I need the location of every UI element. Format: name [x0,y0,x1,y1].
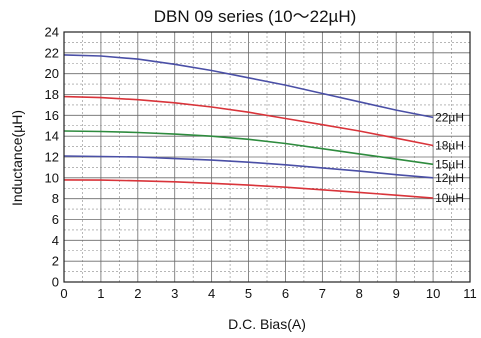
y-tick-label: 0 [52,275,59,290]
x-tick-label: 5 [245,286,252,301]
x-tick-label: 1 [97,286,104,301]
series-line [63,179,434,199]
x-axis-ticks: 0 1 2 3 4 5 6 7 8 9 10 11 [60,286,476,301]
series-line [63,130,434,166]
x-tick-label: 0 [60,286,67,301]
series-line [63,95,434,147]
series-label: 10µH [435,191,464,205]
x-tick-label: 3 [171,286,178,301]
x-tick-label: 2 [134,286,141,301]
y-tick-label: 2 [52,254,59,269]
x-tick-label: 9 [393,286,400,301]
x-tick-label: 8 [356,286,363,301]
series-label: 12µH [435,171,464,185]
y-tick-label: 22 [45,45,59,60]
y-axis-label: Inductance(µH) [9,110,25,206]
y-tick-label: 10 [45,170,59,185]
x-tick-label: 6 [282,286,289,301]
x-axis-label: D.C. Bias(A) [228,316,306,332]
y-tick-label: 20 [45,66,59,81]
series-label: 22µH [435,110,464,124]
chart-title: DBN 09 series (10～22µH) [154,7,357,26]
x-tick-label: 7 [319,286,326,301]
series-line [63,54,434,119]
y-tick-label: 6 [52,212,59,227]
x-tick-label: 10 [426,286,440,301]
series-line [63,155,434,179]
y-tick-label: 18 [45,87,59,102]
y-tick-label: 12 [45,150,59,165]
grid [64,32,470,282]
y-tick-label: 4 [52,233,59,248]
series-layer [63,54,434,199]
y-tick-label: 8 [52,191,59,206]
x-tick-label: 4 [208,286,215,301]
y-tick-label: 14 [45,129,59,144]
x-tick-label: 11 [463,286,477,301]
series-label: 18µH [435,139,464,153]
plot-frame [63,31,471,283]
y-tick-label: 16 [45,108,59,123]
y-tick-label: 24 [45,25,59,40]
series-label: 15µH [435,157,464,171]
